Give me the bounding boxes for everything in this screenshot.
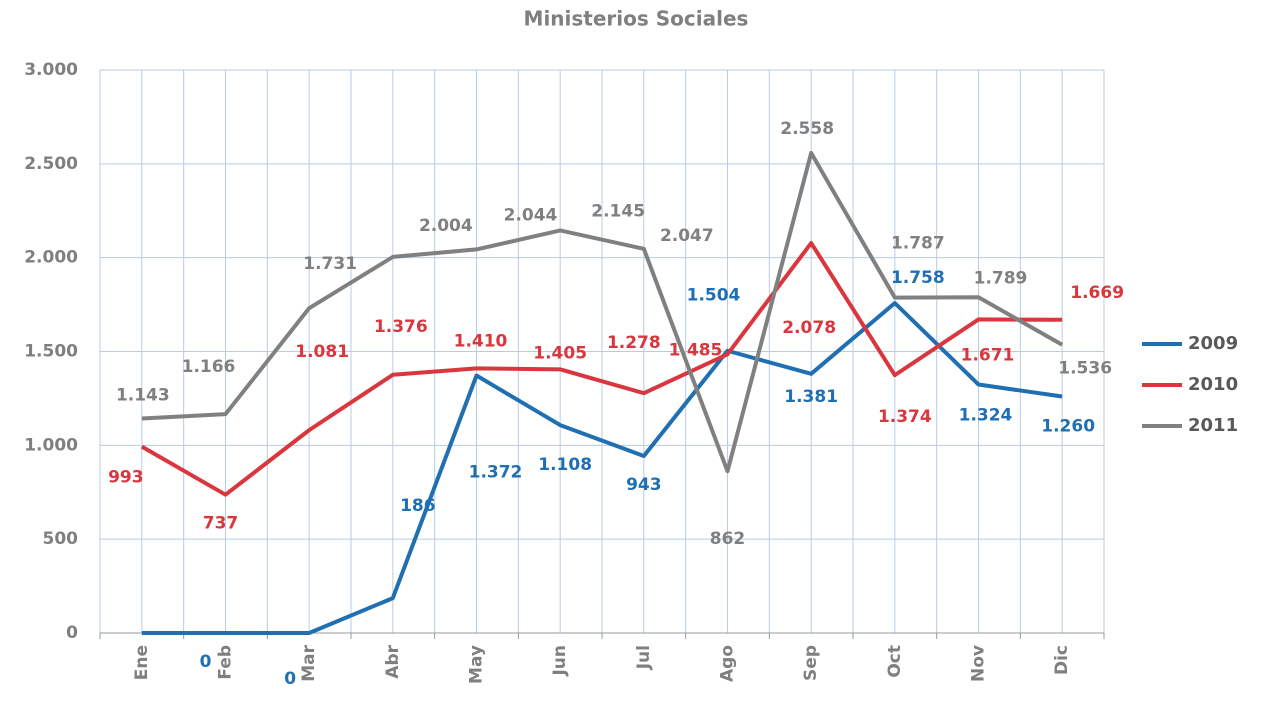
data-label: 1.789 xyxy=(974,268,1028,288)
data-label: 737 xyxy=(203,514,239,534)
data-label: 1.536 xyxy=(1058,359,1112,379)
y-tick-label: 1.000 xyxy=(24,435,78,455)
data-label: 1.787 xyxy=(891,234,945,254)
y-tick-label: 2.000 xyxy=(24,248,78,268)
data-label: 1.260 xyxy=(1041,417,1095,437)
x-tick-label: Ene xyxy=(132,645,152,680)
data-label: 862 xyxy=(710,529,746,549)
series-line xyxy=(141,301,1063,635)
series-line xyxy=(141,150,1064,474)
x-tick-label: May xyxy=(467,645,487,684)
data-label: 1.108 xyxy=(538,455,592,475)
data-label: 2.078 xyxy=(782,318,836,338)
data-label: 1.381 xyxy=(784,387,838,407)
data-label: 943 xyxy=(626,475,662,495)
legend-label: 2011 xyxy=(1188,415,1238,436)
data-label: 2.044 xyxy=(504,205,558,225)
x-tick-label: Nov xyxy=(969,645,989,682)
x-tick-label: Ago xyxy=(718,645,738,682)
x-tick-label: Sep xyxy=(801,645,821,681)
data-label: 1.376 xyxy=(374,317,428,337)
data-label: 0 xyxy=(284,669,296,689)
data-label: 2.004 xyxy=(419,216,473,236)
data-label: 2.145 xyxy=(591,201,645,221)
legend-label: 2010 xyxy=(1188,374,1238,395)
data-label: 1.166 xyxy=(182,357,236,377)
data-label: 1.731 xyxy=(303,254,357,274)
data-label: 1.324 xyxy=(959,406,1013,426)
data-label: 1.372 xyxy=(469,463,523,483)
data-label: 1.278 xyxy=(607,333,661,353)
data-label: 1.143 xyxy=(116,385,170,405)
data-label: 1.081 xyxy=(295,342,349,362)
data-label: 0 xyxy=(200,652,212,672)
data-label: 1.671 xyxy=(961,345,1015,365)
y-tick-label: 2.500 xyxy=(24,154,78,174)
data-label: 1.410 xyxy=(454,331,508,351)
data-label: 2.047 xyxy=(660,226,714,246)
x-tick-label: Jun xyxy=(550,645,570,677)
data-label: 1.669 xyxy=(1070,283,1124,303)
y-tick-label: 500 xyxy=(43,529,79,549)
y-tick-label: 1.500 xyxy=(24,342,78,362)
data-label: 1.504 xyxy=(687,286,741,306)
x-tick-label: Mar xyxy=(299,644,319,681)
data-label: 1.485 xyxy=(669,340,723,360)
data-label: 2.558 xyxy=(780,119,834,139)
data-label: 186 xyxy=(400,496,436,516)
x-tick-label: Jul xyxy=(634,645,654,670)
x-tick-label: Oct xyxy=(885,645,905,678)
legend-label: 2009 xyxy=(1188,333,1238,354)
x-tick-label: Dic xyxy=(1052,645,1072,675)
data-label: 993 xyxy=(108,468,144,488)
x-tick-label: Feb xyxy=(216,645,236,680)
series-line xyxy=(140,241,1063,497)
y-tick-label: 0 xyxy=(66,623,78,643)
x-tick-label: Abr xyxy=(383,644,403,678)
data-label: 1.758 xyxy=(891,268,945,288)
y-tick-label: 3.000 xyxy=(24,60,78,80)
chart-title: Ministerios Sociales xyxy=(524,7,749,31)
data-label: 1.405 xyxy=(533,343,587,363)
data-label: 1.374 xyxy=(878,407,932,427)
